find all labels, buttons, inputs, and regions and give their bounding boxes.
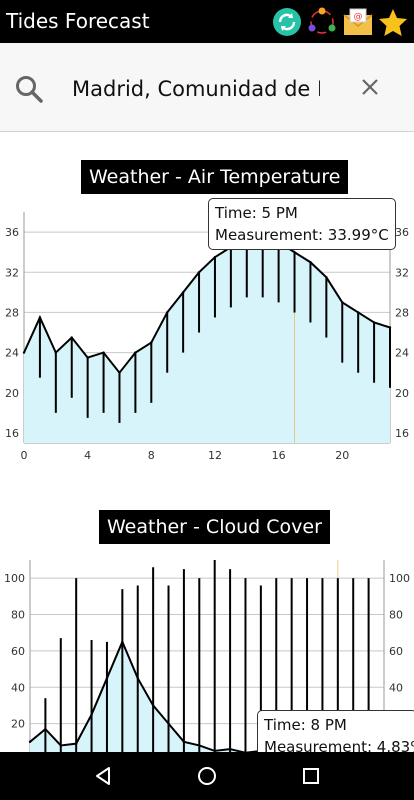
search-input[interactable] xyxy=(72,73,320,105)
search-icon[interactable] xyxy=(14,74,44,108)
data-point xyxy=(54,351,58,354)
cloud-tooltip-measurement: Measurement: 4.83% xyxy=(264,738,414,756)
x-tick-label: 16 xyxy=(272,449,286,462)
data-point xyxy=(86,356,89,359)
y-tick-label-right: 36 xyxy=(395,226,409,239)
area-fill xyxy=(24,237,390,443)
recents-icon[interactable] xyxy=(301,766,321,786)
data-point xyxy=(121,640,124,644)
y-tick-label: 20 xyxy=(11,718,25,731)
email-icon[interactable]: @ xyxy=(342,7,374,37)
y-tick-label-right: 32 xyxy=(395,266,409,279)
temperature-tooltip-time: Time: 5 PM xyxy=(215,204,298,222)
home-icon[interactable] xyxy=(197,766,217,786)
data-point xyxy=(213,255,217,259)
data-point xyxy=(166,311,169,314)
data-point xyxy=(198,744,201,747)
temperature-chart[interactable]: 16 16 20 20 24 24 28 28 32 32 36 36 0 4 8 12 16 20 xyxy=(0,200,414,470)
y-tick-label: 36 xyxy=(5,226,19,239)
close-icon[interactable] xyxy=(360,77,380,101)
data-point xyxy=(388,326,392,329)
data-point xyxy=(341,301,344,304)
y-tick-label-right: 80 xyxy=(389,609,403,622)
data-point xyxy=(59,744,62,747)
x-tick-label: 4 xyxy=(84,449,91,462)
svg-text:@: @ xyxy=(354,12,363,22)
y-tick-label: 24 xyxy=(5,347,19,360)
x-tick-label: 12 xyxy=(208,449,222,462)
x-tick-label: 0 xyxy=(21,449,28,462)
refresh-icon[interactable] xyxy=(272,7,302,37)
app-actions: @ xyxy=(272,5,408,39)
data-point xyxy=(134,351,137,354)
y-tick-label-right: 28 xyxy=(395,306,409,319)
data-point xyxy=(325,276,328,279)
x-tick-label: 20 xyxy=(335,449,349,462)
y-tick-label: 20 xyxy=(5,387,19,400)
cloud-chart-title: Weather - Cloud Cover xyxy=(99,510,330,544)
data-point xyxy=(70,336,73,339)
y-tick-label-right: 16 xyxy=(395,427,409,440)
area-fill xyxy=(30,641,384,752)
y-tick-label: 32 xyxy=(5,266,19,279)
y-tick-label-right: 40 xyxy=(389,681,403,694)
share-network-icon[interactable] xyxy=(306,6,338,38)
data-point xyxy=(28,740,32,744)
data-point xyxy=(228,747,232,751)
data-point xyxy=(182,740,186,744)
data-point xyxy=(22,351,26,354)
data-point xyxy=(213,749,216,752)
y-tick-label-right: 20 xyxy=(395,387,409,400)
data-point xyxy=(309,261,312,264)
data-point xyxy=(167,722,170,725)
data-point xyxy=(44,727,47,731)
data-point xyxy=(90,713,93,716)
data-point xyxy=(356,311,360,314)
data-point xyxy=(372,321,376,324)
app-title: Tides Forecast xyxy=(6,9,150,33)
y-tick-label-right: 24 xyxy=(395,347,409,360)
cloud-chart[interactable]: 2020404060608080100100 xyxy=(0,552,414,752)
search-bar xyxy=(0,43,414,132)
back-icon[interactable] xyxy=(93,766,113,786)
data-point xyxy=(118,371,121,374)
y-tick-label: 60 xyxy=(11,645,25,658)
data-point xyxy=(102,351,105,354)
data-point xyxy=(151,704,155,707)
series-line xyxy=(23,236,391,375)
data-point xyxy=(197,271,201,274)
data-point xyxy=(38,316,42,319)
data-point xyxy=(74,742,78,745)
data-point xyxy=(293,251,296,254)
temperature-tooltip: Time: 5 PM Measurement: 33.99°C xyxy=(208,198,396,250)
data-point xyxy=(150,341,153,344)
temperature-chart-title: Weather - Air Temperature xyxy=(81,160,349,194)
x-tick-label: 8 xyxy=(148,449,155,462)
nav-bar xyxy=(0,752,414,800)
y-tick-label-right: 60 xyxy=(389,645,403,658)
data-point xyxy=(181,291,185,294)
y-tick-label: 40 xyxy=(11,681,25,694)
data-point xyxy=(136,676,139,680)
cloud-tooltip-time: Time: 8 PM xyxy=(264,716,347,734)
y-tick-label: 100 xyxy=(4,572,25,585)
y-tick-label-right: 100 xyxy=(389,572,410,585)
star-icon[interactable] xyxy=(378,7,408,37)
y-tick-label: 16 xyxy=(5,427,19,440)
temperature-tooltip-measurement: Measurement: 33.99°C xyxy=(215,226,389,244)
app-bar: Tides Forecast @ xyxy=(0,0,414,43)
y-tick-label: 80 xyxy=(11,609,25,622)
data-point xyxy=(105,676,109,680)
y-tick-label: 28 xyxy=(5,306,19,319)
